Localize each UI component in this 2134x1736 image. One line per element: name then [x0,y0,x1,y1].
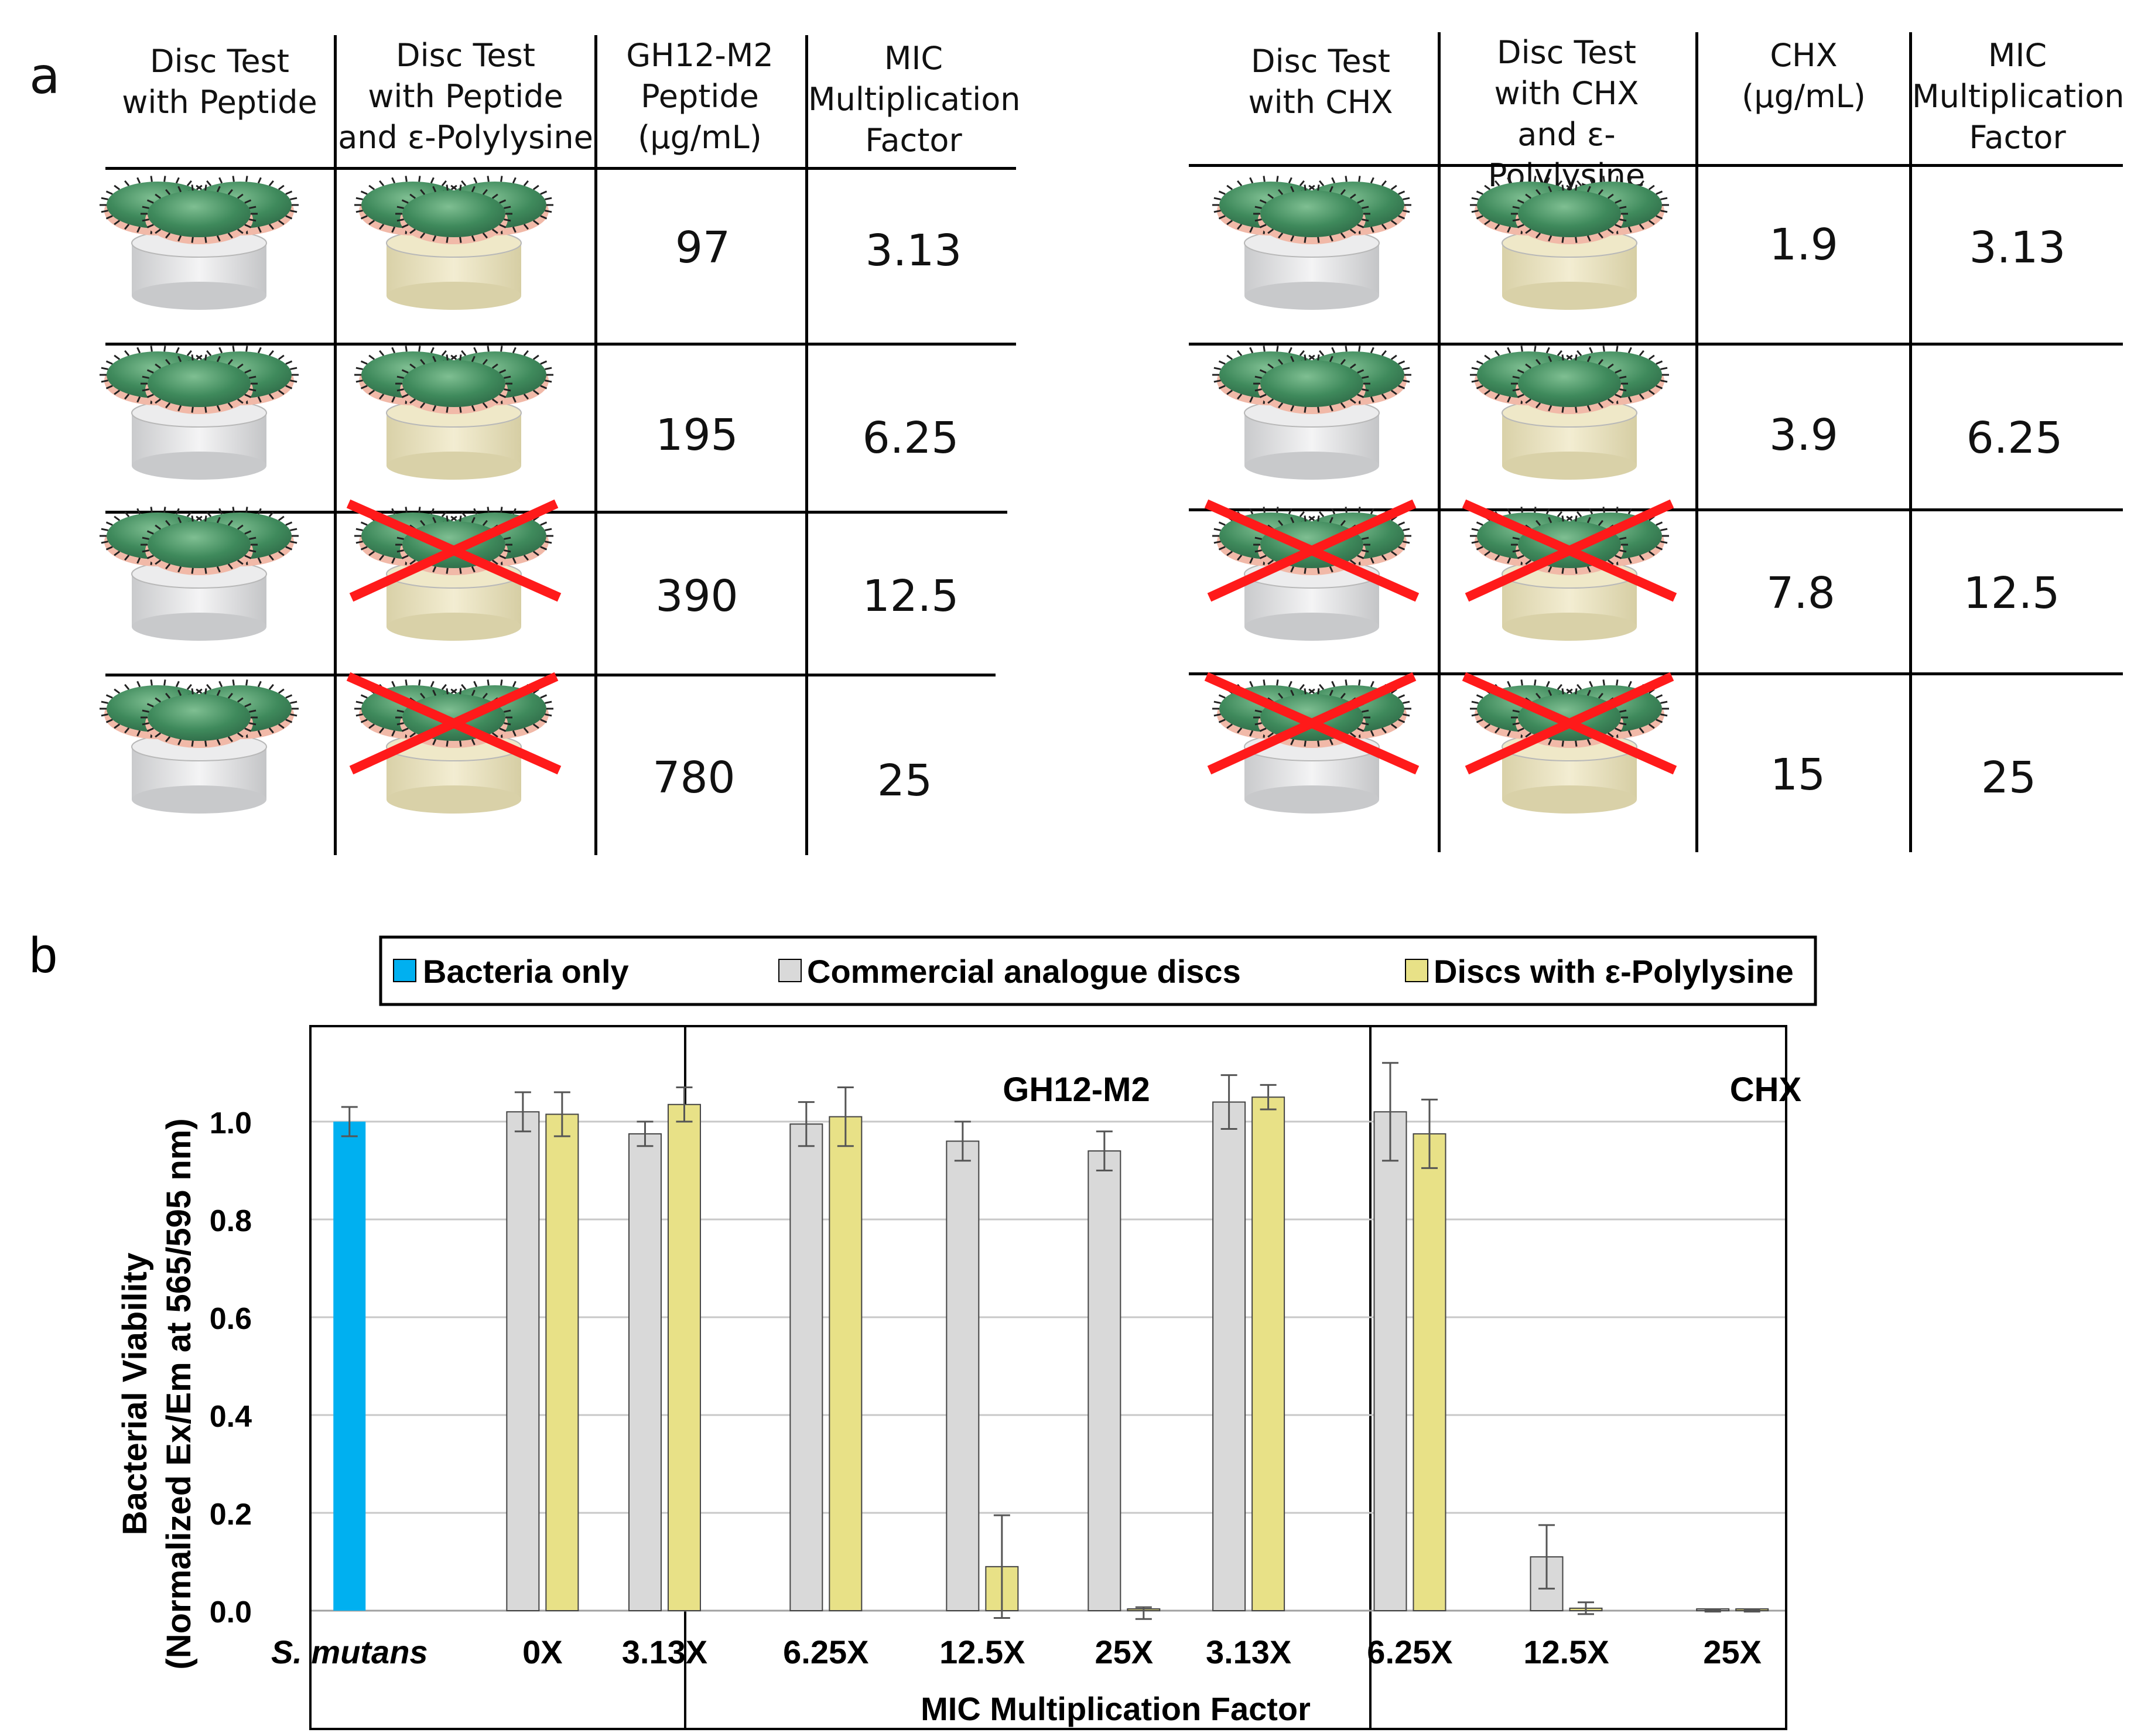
chx-conc-row4: 15 [1770,750,1826,800]
x-tick-label: S. mutans [271,1634,428,1670]
header-disc-peptide-polylysine: Disc Test with Peptide and ε-Polylysine [338,37,593,156]
peptide-conc-row4: 780 [652,753,736,803]
bar-commercial-disc [628,1133,662,1611]
bar-commercial-disc [506,1111,540,1611]
bar-commercial-disc [1373,1111,1407,1611]
cross-mark [1465,499,1674,602]
peptide-disc-polylysine-2 [354,346,553,480]
chx-disc-plain-2 [1212,346,1411,480]
peptide-factor-row2: 6.25 [862,413,959,463]
chx-factor-row4: 25 [1981,753,2037,803]
x-tick-label: 12.5X [1523,1634,1609,1670]
peptide-conc-row1: 97 [675,223,731,273]
panel-a-label: a [29,47,60,105]
x-tick-label: 3.13X [1206,1634,1291,1670]
legend-label-commercial: Commercial analogue discs [807,953,1241,990]
peptide-disc-table: Disc Test with Peptide Disc Test with Pe… [0,0,1054,867]
bar-polylysine-disc [1251,1096,1285,1611]
bar-commercial-disc [1087,1150,1121,1612]
x-tick-label: 0X [522,1634,563,1670]
group-label-gh12: GH12-M2 [1003,1071,1150,1109]
chx-disc-plain-3 [1204,499,1420,641]
header-peptide-concentration: GH12-M2 Peptide (μg/mL) [626,37,774,156]
peptide-disc-plain-2 [100,346,299,480]
plot-frame [309,1025,1787,1730]
cross-mark [1207,499,1417,602]
chx-factor-row1: 3.13 [1969,223,2066,273]
x-tick-label: 25X [1095,1634,1154,1670]
legend-swatch-polylysine [1405,959,1428,982]
peptide-conc-row3: 390 [655,571,738,621]
y-tick-label: 0.8 [210,1204,252,1238]
x-axis-title: MIC Multiplication Factor [921,1690,1311,1727]
peptide-disc-polylysine-4 [346,672,562,814]
chx-conc-row3: 7.8 [1766,568,1835,618]
chart-legend: Bacteria only Commercial analogue discs … [379,935,1817,1006]
legend-label-polylysine: Discs with ε-Polylysine [1434,953,1794,990]
chx-disc-table: Disc Test with CHX Disc Test with CHX an… [0,0,2134,867]
header-disc-chx: Disc Test with CHX [1248,43,1393,121]
y-tick-label: 0.6 [210,1302,252,1336]
cross-mark [349,672,559,775]
peptide-factor-row1: 3.13 [865,225,962,276]
chx-disc-plain-1 [1212,176,1411,310]
header-mic-factor: MIC Multiplication Factor [808,40,1021,159]
peptide-disc-polylysine-3 [346,499,562,641]
peptide-factor-row4: 25 [877,756,933,806]
group-label-chx: CHX [1730,1071,1802,1109]
peptide-factor-row3: 12.5 [862,571,959,621]
header-chx-mic-factor: MIC Multiplication Factor [1912,37,2125,156]
chx-disc-polylysine-2 [1470,346,1669,480]
legend-swatch-bacteria [393,959,416,982]
peptide-disc-plain-1 [100,176,299,310]
x-tick-label: 25X [1703,1634,1762,1670]
panel-b-label: b [29,927,57,983]
bar-polylysine-disc [545,1113,579,1612]
peptide-disc-plain-4 [100,679,299,814]
header-chx-concentration: CHX (μg/mL) [1742,37,1866,115]
y-tick-label: 0.0 [210,1595,252,1629]
chx-disc-polylysine-3 [1462,499,1677,641]
peptide-disc-polylysine-1 [354,176,553,310]
bar-bacteria-only [333,1122,366,1611]
legend-label-bacteria: Bacteria only [423,953,629,990]
disc-illustrations [100,176,1677,814]
x-tick-label: 12.5X [939,1634,1025,1670]
peptide-conc-row2: 195 [655,410,738,460]
chx-conc-row2: 3.9 [1769,410,1838,460]
y-tick-label: 0.4 [210,1400,252,1434]
x-tick-label: 6.25X [1367,1634,1452,1670]
cross-mark [1465,672,1674,775]
chx-conc-row1: 1.9 [1769,220,1838,270]
legend-swatch-commercial [778,959,802,982]
bar-polylysine-disc [667,1103,701,1611]
bar-commercial-disc [789,1123,823,1611]
x-tick-label: 6.25X [783,1634,868,1670]
y-tick-label: 1.0 [210,1106,252,1140]
header-disc-peptide: Disc Test with Peptide [122,43,317,121]
peptide-disc-plain-3 [100,507,299,641]
bar-commercial-disc [1212,1101,1246,1612]
chx-disc-plain-4 [1204,672,1420,814]
x-tick-label: 3.13X [622,1634,707,1670]
chx-disc-polylysine-4 [1462,672,1677,814]
bar-polylysine-disc [1413,1133,1446,1611]
y-axis-title-line1: Bacterial Viability [116,1253,154,1536]
bar-polylysine-disc [829,1116,863,1611]
cross-mark [1207,672,1417,775]
chx-factor-row2: 6.25 [1966,413,2063,463]
cross-mark [349,499,559,602]
y-axis-title-line2: (Normalized Ex/Em at 565/595 nm) [160,1118,198,1669]
chx-factor-row3: 12.5 [1963,568,2060,618]
y-tick-label: 0.2 [210,1498,252,1532]
bar-commercial-disc [946,1140,980,1611]
chx-disc-polylysine-1 [1470,176,1669,310]
viability-bar-chart: b Bacteria only Commercial analogue disc… [29,927,1817,1730]
